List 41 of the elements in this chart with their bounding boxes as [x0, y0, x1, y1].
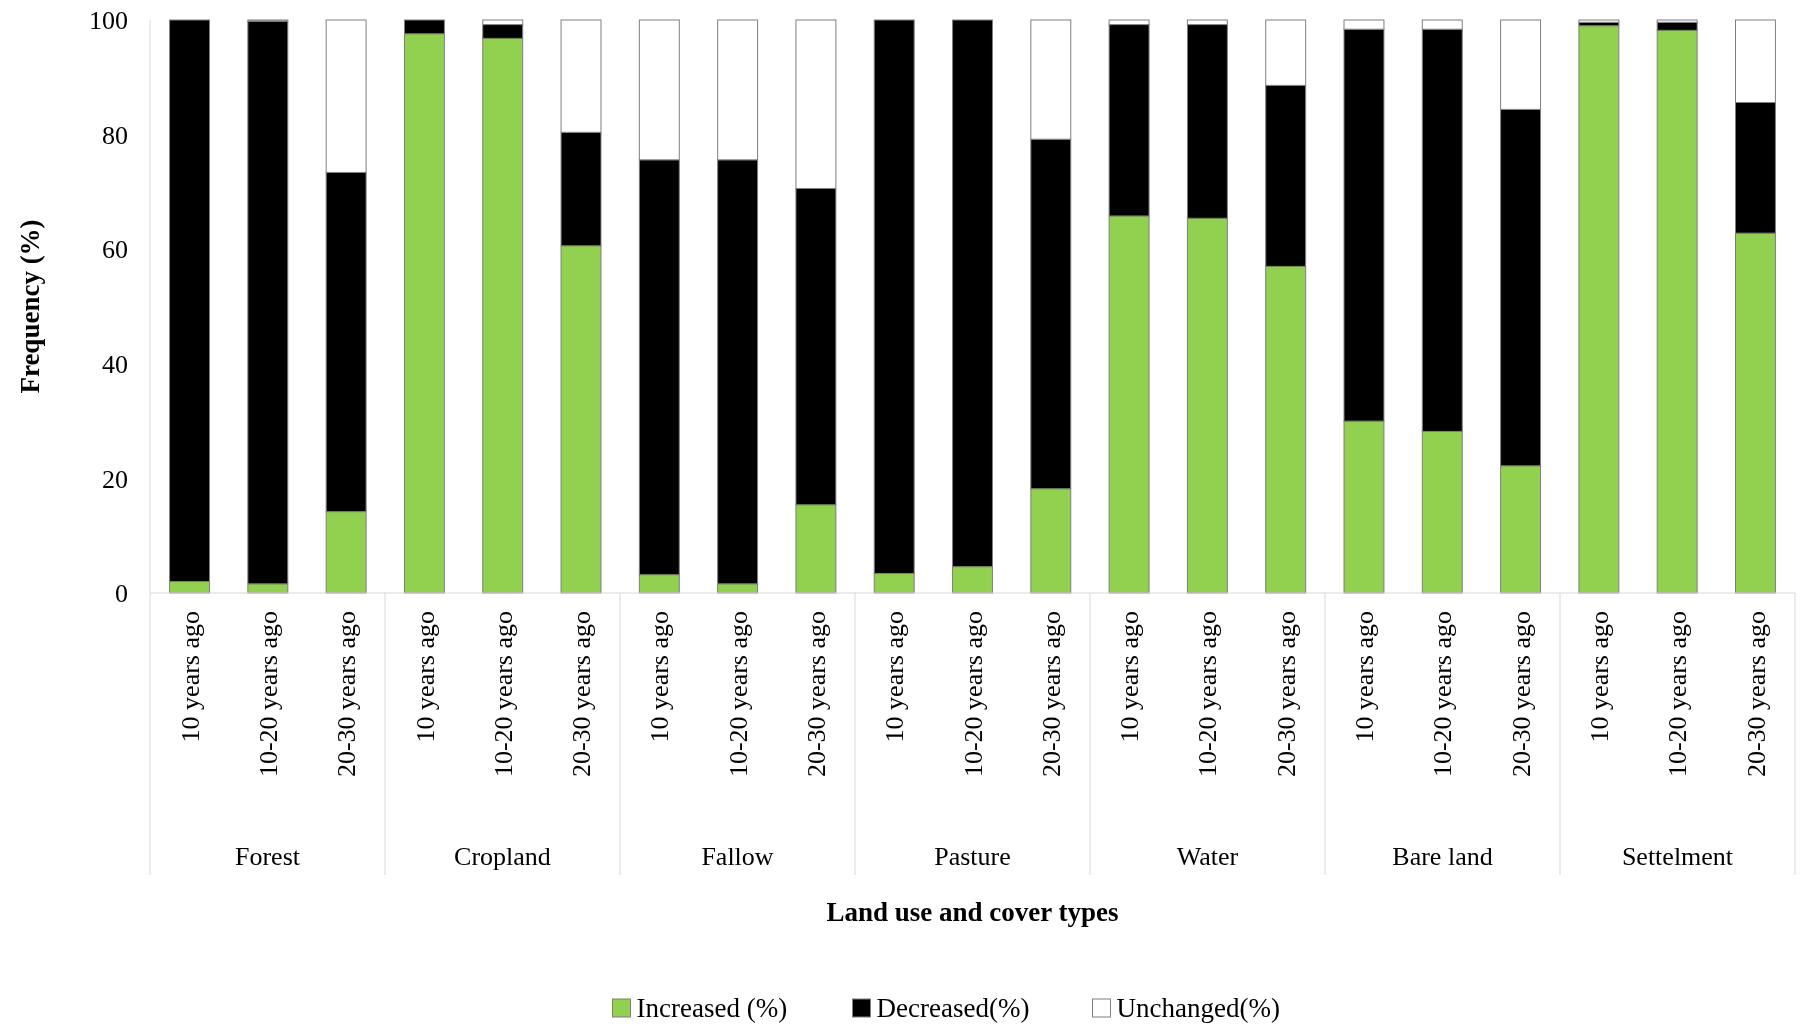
- y-tick-label: 20: [102, 464, 128, 494]
- text: Water: [1176, 842, 1239, 872]
- text: Fallow: [701, 842, 774, 872]
- x-tick-label: 10 years ago: [410, 611, 440, 743]
- x-tick-label: 10 years ago: [1350, 611, 1380, 743]
- legend-label: Decreased(%): [876, 993, 1030, 1024]
- x-tick-label: 10 years ago: [175, 611, 205, 743]
- y-tick-label: 40: [102, 349, 128, 379]
- text: Pasture: [934, 842, 1011, 872]
- text: Cropland: [454, 842, 551, 872]
- y-tick-label: 80: [102, 120, 128, 150]
- x-tick-label: 10 years ago: [880, 611, 910, 743]
- text: Bare land: [1392, 842, 1493, 872]
- x-tick-label: 20-30 years ago: [1506, 611, 1536, 778]
- bar: [1578, 25, 1620, 594]
- x-tick-label: 20-30 years ago: [1036, 611, 1066, 778]
- x-tick-label: 10 years ago: [1115, 611, 1145, 743]
- y-tick-label: 0: [115, 579, 128, 609]
- x-tick-label: 20-30 years ago: [1741, 611, 1771, 778]
- x-tick-label: 10 years ago: [645, 611, 675, 743]
- x-axis-title: Land use and cover types: [826, 897, 1119, 928]
- x-tick-label: 10-20 years ago: [1663, 611, 1693, 778]
- y-tick-label: 60: [102, 235, 128, 265]
- y-tick-label: 100: [89, 6, 128, 36]
- x-tick-label: 10-20 years ago: [253, 611, 283, 778]
- x-tick-label: 10 years ago: [1584, 611, 1614, 743]
- legend-label: Unchanged(%): [1116, 993, 1280, 1024]
- x-tick-label: 10-20 years ago: [1193, 611, 1223, 778]
- y-axis-title: Frequency (%): [15, 219, 46, 394]
- x-tick-label: 20-30 years ago: [567, 611, 597, 778]
- x-tick-label: 10-20 years ago: [1428, 611, 1458, 778]
- x-tick-label: 10-20 years ago: [488, 611, 518, 778]
- x-tick-label: 20-30 years ago: [332, 611, 362, 778]
- bar: [1578, 19, 1620, 23]
- text: Forest: [235, 842, 301, 872]
- x-tick-label: 10-20 years ago: [723, 611, 753, 778]
- x-tick-label: 20-30 years ago: [802, 611, 832, 778]
- text: Settelment: [1621, 842, 1734, 872]
- x-tick-label: 10-20 years ago: [958, 611, 988, 778]
- legend-label: Increased (%): [636, 993, 788, 1024]
- x-tick-label: 20-30 years ago: [1271, 611, 1301, 778]
